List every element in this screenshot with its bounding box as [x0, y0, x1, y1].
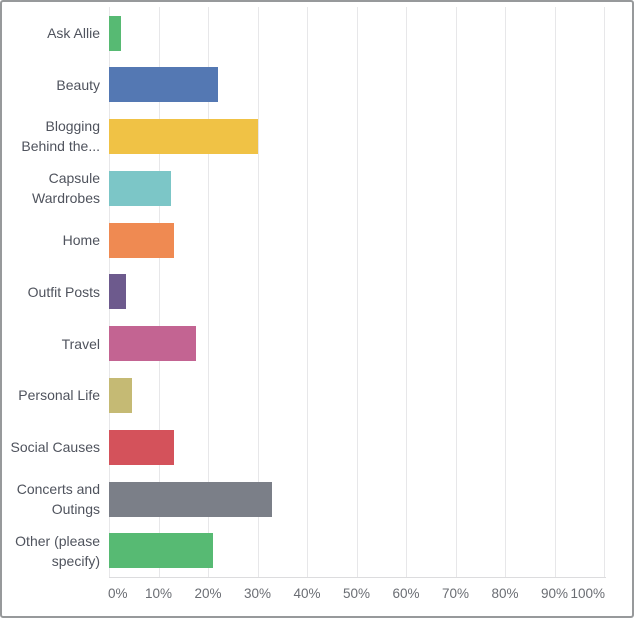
bar-track — [109, 473, 604, 525]
bar — [109, 222, 175, 258]
bar-track — [109, 266, 604, 318]
gridline — [158, 7, 160, 577]
bar-row: Other (please specify) — [2, 525, 605, 577]
bar-track — [109, 111, 604, 163]
bar — [109, 533, 213, 569]
bar-track — [109, 59, 604, 111]
bar-row: Concerts and Outings — [2, 473, 605, 525]
gridline — [257, 7, 259, 577]
bar — [109, 326, 196, 362]
bar-row: Outfit Posts — [2, 266, 605, 318]
bar-row: Blogging Behind the... — [2, 111, 605, 163]
category-label: Travel — [61, 335, 100, 352]
bar-track — [109, 525, 604, 577]
category-label: Ask Allie — [47, 24, 100, 41]
x-tick-label: 60% — [392, 586, 420, 601]
x-tick-label: 20% — [194, 586, 222, 601]
x-tick-label: 30% — [243, 586, 272, 601]
x-tick-label: 40% — [293, 586, 321, 601]
x-tick-label: 80% — [491, 586, 519, 601]
gridline — [554, 7, 556, 577]
category-label: Blogging Behind the... — [21, 118, 100, 155]
bar — [109, 429, 175, 465]
x-axis-tick-labels: 0% 10% 20% 30% 40% 50% 60% 70% 80% 90% 100% — [108, 586, 606, 606]
bar — [109, 67, 218, 103]
bar-row: Ask Allie — [2, 7, 605, 59]
bar-row: Beauty — [2, 59, 605, 111]
gridline — [455, 7, 457, 577]
bar — [109, 481, 273, 517]
category-label: Home — [62, 232, 100, 249]
bar-track — [109, 7, 604, 59]
bar-track — [109, 421, 604, 473]
bar — [109, 274, 126, 310]
bar-row: Travel — [2, 318, 605, 370]
bar-row: Social Causes — [2, 421, 605, 473]
x-tick-label: 100% — [570, 586, 605, 601]
bar-row: Capsule Wardrobes — [2, 162, 605, 214]
bar-row: Personal Life — [2, 370, 605, 422]
bar-rows: Ask Allie Beauty Blogging Behind the... … — [2, 7, 605, 577]
bar-track — [109, 214, 604, 266]
x-tick-label: 90% — [540, 586, 569, 601]
gridline — [307, 7, 308, 577]
bar — [109, 378, 132, 414]
bar-track — [109, 162, 604, 214]
category-label: Capsule Wardrobes — [32, 170, 100, 207]
x-axis-line — [109, 577, 606, 578]
bar — [109, 15, 122, 51]
category-label: Concerts and Outings — [16, 481, 100, 518]
bar — [109, 170, 172, 206]
gridline — [505, 7, 506, 577]
gridline — [604, 7, 605, 577]
category-label: Social Causes — [10, 439, 101, 456]
category-label: Outfit Posts — [27, 283, 100, 300]
gridline — [406, 7, 407, 577]
x-tick-label: 70% — [441, 586, 470, 601]
category-label: Personal Life — [18, 387, 100, 404]
x-tick-label: 0% — [108, 586, 128, 601]
category-label: Beauty — [56, 76, 100, 93]
bar-row: Home — [2, 214, 605, 266]
gridline — [356, 7, 358, 577]
bar-track — [109, 370, 604, 422]
bar — [109, 119, 258, 155]
x-tick-label: 10% — [144, 586, 173, 601]
bar-track — [109, 318, 604, 370]
x-tick-label: 50% — [342, 586, 371, 601]
gridline — [208, 7, 209, 577]
category-label: Other (please specify) — [15, 532, 100, 569]
